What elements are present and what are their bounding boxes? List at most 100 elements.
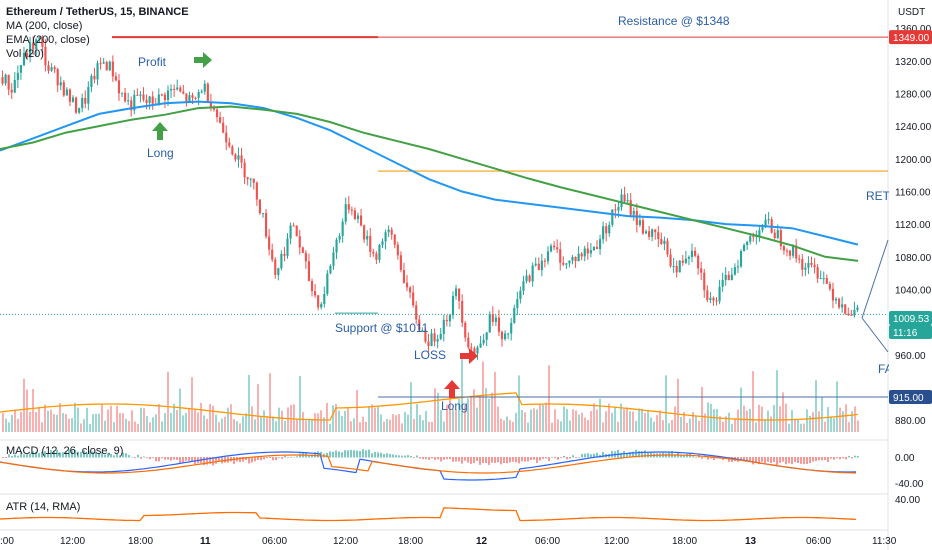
macd-histogram-bar: [137, 454, 139, 458]
long-label: Long: [147, 146, 174, 160]
candle-body: [338, 235, 341, 240]
volume-bar: [179, 388, 181, 432]
candle-body: [393, 234, 396, 245]
candle-body: [442, 319, 445, 334]
macd-histogram-bar: [416, 455, 418, 458]
volume-bar: [356, 390, 358, 432]
volume-bar: [368, 406, 370, 432]
candle-body: [546, 251, 550, 262]
volume-bar: [314, 413, 316, 432]
volume-bar: [704, 413, 706, 432]
macd-histogram-bar: [587, 453, 589, 458]
macd-histogram-bar: [413, 457, 415, 458]
macd-histogram-bar: [695, 457, 697, 458]
candle-body: [111, 61, 114, 77]
candle-body: [516, 299, 519, 308]
macd-histogram-bar: [539, 457, 541, 461]
macd-histogram-bar: [683, 454, 685, 458]
macd-histogram-bar: [164, 457, 166, 460]
macd-histogram-bar: [857, 455, 859, 458]
candle-body: [286, 238, 289, 256]
long-arrow-up-icon: [152, 122, 168, 140]
volume-bar: [155, 414, 157, 432]
volume-bar: [2, 413, 4, 432]
macd-histogram-bar: [263, 457, 265, 460]
volume-bar: [221, 418, 223, 432]
symbol-title[interactable]: Ethereum / TetherUS, 15, BINANCE: [6, 6, 189, 18]
macd-histogram-bar: [179, 457, 181, 464]
vol-legend[interactable]: Vol (20): [6, 48, 44, 60]
candle-body: [540, 260, 543, 270]
candle-body: [304, 252, 307, 262]
volume-bar: [608, 403, 610, 432]
macd-histogram-bar: [575, 457, 577, 458]
volume-bar: [539, 404, 541, 432]
macd-histogram-bar: [269, 457, 271, 458]
candle-body: [644, 231, 648, 234]
volume-bar: [197, 412, 199, 432]
macd-histogram-bar: [404, 455, 406, 458]
candle-body: [381, 241, 384, 245]
macd-histogram-bar: [620, 452, 622, 458]
macd-legend[interactable]: MACD (12, 26, close, 9): [6, 445, 124, 457]
candle-body: [375, 253, 378, 260]
volume-bar: [176, 410, 178, 432]
volume-bar: [449, 395, 451, 432]
candle-body: [782, 246, 785, 251]
volume-bar: [164, 413, 166, 432]
macd-histogram-bar: [407, 455, 409, 458]
macd-histogram-bar: [503, 457, 505, 464]
candle-body: [669, 254, 672, 267]
candle-body: [733, 267, 736, 275]
volume-bar: [791, 410, 793, 432]
ma-legend[interactable]: MA (200, close): [6, 20, 83, 32]
volume-bar: [845, 404, 847, 432]
candle-body: [1, 77, 4, 84]
macd-histogram-bar: [560, 457, 562, 458]
volume-bar: [839, 407, 841, 432]
candle-body: [583, 248, 586, 257]
candle-body: [173, 89, 176, 91]
macd-histogram-bar: [62, 452, 64, 458]
volume-bar: [161, 421, 163, 432]
ema-legend[interactable]: EMA (200, close): [6, 34, 90, 46]
volume-bar: [341, 415, 343, 432]
candle-body: [592, 246, 596, 251]
candle-body: [179, 87, 182, 92]
macd-histogram-bar: [89, 450, 91, 458]
candle-body: [53, 67, 56, 70]
candle-body: [813, 264, 816, 268]
candle-body: [617, 207, 620, 211]
macd-histogram-bar: [359, 450, 361, 458]
macd-histogram-bar: [188, 457, 190, 461]
volume-bar: [158, 404, 160, 432]
candle-body: [736, 266, 740, 268]
volume-bar: [401, 423, 403, 432]
volume-bar: [680, 417, 682, 432]
candle-body: [638, 220, 641, 225]
profit-arrow-right-icon: [194, 52, 212, 68]
candle-body: [203, 83, 206, 92]
candle-body: [844, 304, 847, 314]
macd-histogram-bar: [116, 453, 118, 458]
atr-legend[interactable]: ATR (14, RMA): [6, 501, 81, 513]
macd-histogram-bar: [320, 451, 322, 458]
volume-bar: [548, 365, 550, 432]
candle-body: [353, 210, 356, 219]
volume-bar: [761, 406, 763, 432]
macd-histogram-bar: [839, 457, 841, 460]
price-tick-label: 1120.00: [895, 220, 931, 231]
price-tick-label: 1160.00: [895, 187, 931, 198]
macd-histogram-bar: [584, 453, 586, 458]
candle-body: [424, 330, 427, 342]
volume-bar: [257, 384, 259, 432]
volume-bar: [662, 420, 664, 432]
candle-body: [405, 282, 409, 288]
volume-bar: [416, 404, 418, 432]
volume-bar: [821, 397, 823, 432]
volume-bar: [683, 412, 685, 432]
macd-histogram-bar: [365, 450, 367, 458]
volume-bar: [203, 415, 205, 432]
